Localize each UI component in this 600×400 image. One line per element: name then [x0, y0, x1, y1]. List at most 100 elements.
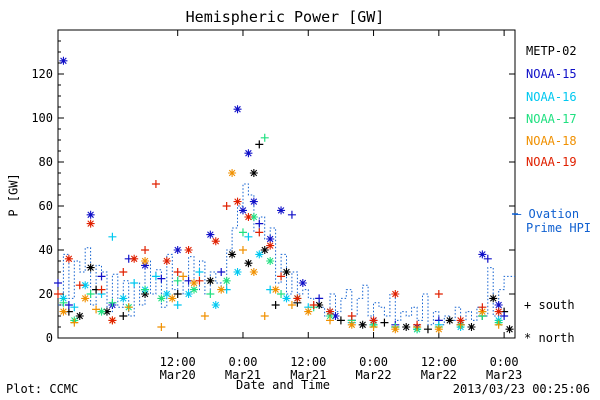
y-tick-label: 0: [46, 331, 53, 345]
point-noaa-18-north: [141, 257, 150, 265]
point-noaa-17-north: [266, 257, 275, 265]
point-noaa-17-south: [238, 228, 247, 237]
point-noaa-17-south: [260, 133, 269, 142]
point-metp-02-south: [336, 316, 345, 325]
legend-ovation: — Ovation Prime HPI: [514, 207, 591, 235]
north-label: north: [538, 331, 575, 345]
x-tick-label-time: 0:00: [359, 355, 388, 369]
point-noaa-19-south: [195, 276, 204, 285]
point-metp-02-south: [119, 312, 128, 320]
point-noaa-16-north: [282, 294, 291, 303]
x-tick-label-time: 12:00: [290, 355, 326, 369]
point-noaa-19-north: [266, 241, 275, 250]
point-noaa-19-south: [222, 202, 231, 210]
point-noaa-18-south: [326, 316, 335, 325]
point-noaa-18-north: [217, 285, 226, 294]
point-metp-02-north: [505, 325, 514, 334]
point-noaa-15-south: [483, 254, 492, 263]
y-tick-label: 60: [39, 199, 53, 213]
point-noaa-16-south: [195, 268, 204, 276]
legend-item-noaa-17: NOAA-17: [526, 112, 577, 126]
x-axis-label: Date and Time: [236, 378, 330, 392]
point-metp-02-south: [423, 325, 432, 334]
point-noaa-15-north: [249, 197, 258, 206]
x-tick-label-date: Mar22: [355, 368, 391, 382]
point-noaa-16-north: [119, 294, 128, 303]
point-noaa-16-south: [70, 303, 79, 312]
x-tick-label-time: 12:00: [421, 355, 457, 369]
point-noaa-16-north: [233, 268, 242, 276]
point-noaa-16-south: [108, 232, 117, 241]
point-noaa-16-north: [162, 290, 171, 298]
point-noaa-18-south: [179, 272, 188, 281]
point-noaa-17-north: [157, 294, 166, 303]
point-noaa-19-north: [108, 316, 117, 325]
point-noaa-15-south: [287, 210, 296, 219]
point-noaa-18-south: [124, 303, 133, 312]
point-metp-02-north: [445, 316, 454, 325]
point-noaa-19-north: [162, 257, 171, 265]
point-metp-02-north: [249, 169, 258, 177]
point-noaa-17-north: [97, 307, 106, 316]
point-noaa-17-north: [326, 312, 335, 320]
point-noaa-19-north: [456, 316, 465, 325]
point-noaa-18-south: [157, 323, 166, 331]
x-tick-label-date: Mar22: [421, 368, 457, 382]
point-noaa-17-south: [86, 290, 95, 298]
point-noaa-18-north: [391, 325, 400, 334]
point-noaa-15-south: [64, 301, 73, 309]
point-noaa-15-north: [244, 149, 253, 158]
point-noaa-19-north: [244, 213, 253, 221]
point-metp-02-north: [315, 301, 324, 309]
point-noaa-19-north: [326, 307, 335, 316]
point-noaa-15-north: [173, 246, 182, 254]
point-noaa-19-south: [97, 285, 106, 294]
point-noaa-18-north: [347, 320, 356, 329]
point-metp-02-north: [141, 290, 150, 298]
point-metp-02-north: [244, 259, 253, 268]
point-noaa-15-south: [97, 272, 106, 281]
point-noaa-18-north: [304, 307, 313, 316]
point-noaa-17-north: [190, 285, 199, 294]
footer-timestamp: 2013/03/23 00:25:06: [452, 382, 590, 396]
point-noaa-19-south: [478, 303, 487, 312]
ovation-line1: Ovation: [528, 207, 580, 221]
point-noaa-19-north: [184, 246, 193, 254]
footer-plot-credit: Plot: CCMC: [6, 382, 79, 396]
point-metp-02-north: [489, 294, 498, 303]
legend-item-noaa-18: NOAA-18: [526, 134, 577, 148]
point-noaa-15-north: [277, 206, 286, 215]
point-metp-02-south: [380, 318, 389, 327]
point-metp-02-south: [271, 301, 280, 309]
point-noaa-19-south: [255, 228, 264, 237]
point-metp-02-north: [402, 323, 411, 331]
point-metp-02-north: [206, 276, 215, 285]
point-noaa-16-north: [184, 290, 193, 298]
point-noaa-19-north: [391, 290, 400, 298]
point-noaa-19-south: [119, 268, 128, 276]
y-tick-label: 20: [39, 287, 53, 301]
point-noaa-16-north: [81, 281, 90, 290]
point-noaa-18-south: [238, 246, 247, 254]
y-tick-label: 120: [31, 67, 53, 81]
x-tick-label-time: 12:00: [160, 355, 196, 369]
point-noaa-16-south: [151, 272, 160, 281]
point-noaa-15-south: [315, 294, 324, 303]
point-metp-02-north: [228, 250, 237, 259]
point-noaa-15-north: [141, 261, 150, 270]
point-noaa-15-north: [59, 56, 68, 65]
point-noaa-15-north: [494, 301, 503, 309]
legend-north: * north: [524, 331, 575, 345]
ovation-hpi-line: [58, 183, 515, 326]
point-noaa-19-south: [277, 272, 286, 281]
x-tick-label-date: Mar21: [225, 368, 261, 382]
point-noaa-19-south: [75, 281, 84, 290]
point-noaa-15-south: [255, 219, 264, 228]
point-noaa-19-north: [211, 237, 220, 246]
point-noaa-15-south: [54, 279, 62, 287]
point-noaa-16-north: [59, 294, 68, 303]
point-noaa-15-north: [331, 312, 340, 320]
point-metp-02-north: [86, 263, 95, 272]
point-noaa-18-north: [190, 279, 199, 287]
